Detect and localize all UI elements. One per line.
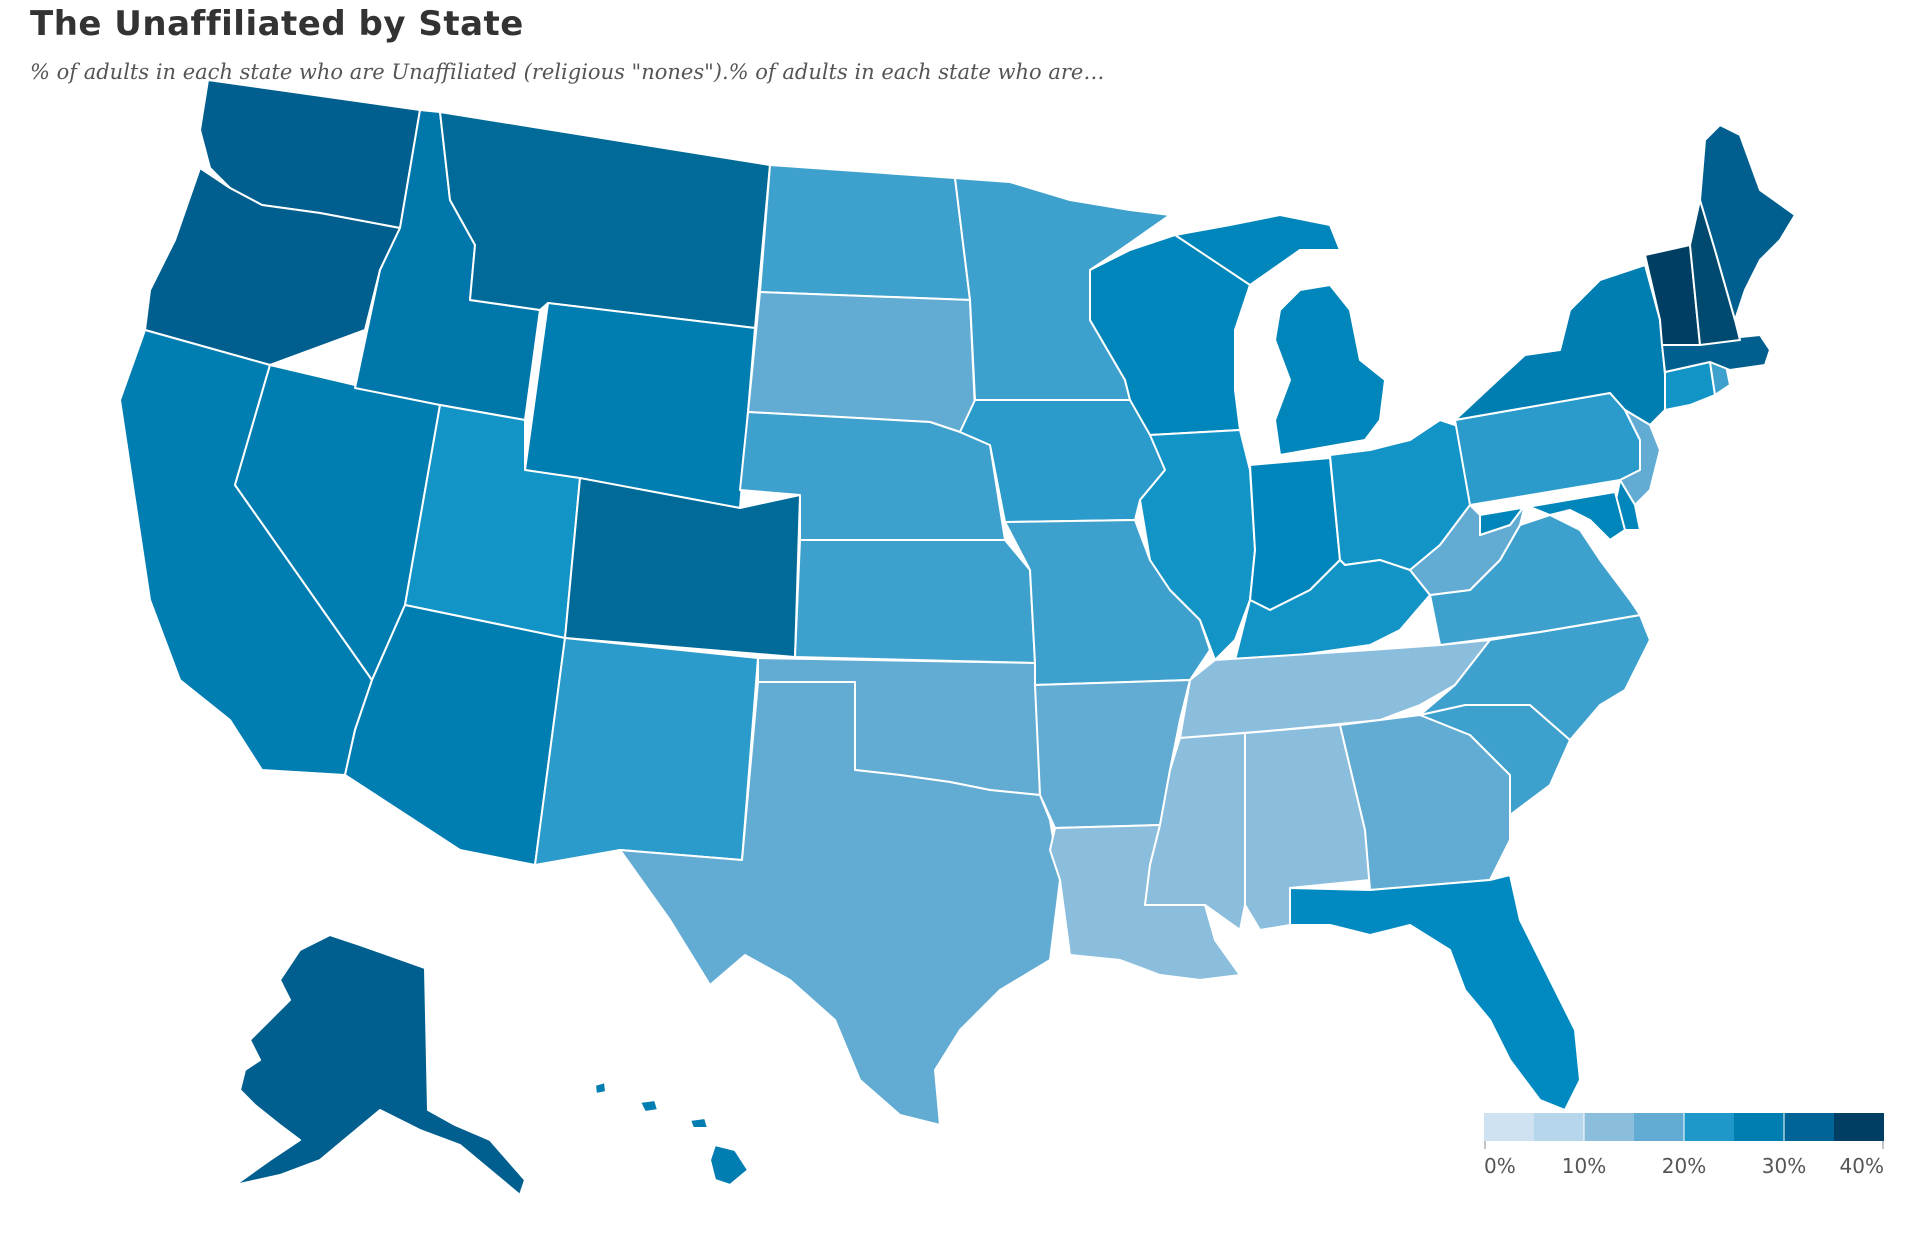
color-legend: 0% 10% 20% 30% 40%	[1484, 1113, 1884, 1178]
state-vermont[interactable]	[1644, 244, 1701, 346]
state-michigan[interactable]	[1174, 214, 1386, 456]
legend-bin-4	[1684, 1113, 1734, 1141]
legend-tick-label: 0%	[1484, 1154, 1516, 1178]
state-new-york[interactable]	[1454, 264, 1666, 426]
state-kansas[interactable]	[794, 539, 1036, 664]
state-montana[interactable]	[439, 111, 771, 329]
legend-tick-label: 20%	[1662, 1154, 1706, 1178]
legend-tick-label: 10%	[1562, 1154, 1606, 1178]
legend-bin-1	[1534, 1113, 1584, 1141]
state-north-dakota[interactable]	[759, 164, 971, 301]
state-maryland[interactable]	[1479, 491, 1626, 541]
legend-bin-6	[1784, 1113, 1834, 1141]
legend-bin-0	[1484, 1113, 1534, 1141]
legend-bin-7	[1834, 1113, 1884, 1141]
state-new-mexico[interactable]	[534, 637, 759, 866]
state-colorado[interactable]	[564, 477, 801, 658]
state-south-dakota[interactable]	[747, 291, 976, 433]
legend-bin-5	[1734, 1113, 1784, 1141]
state-texas[interactable]	[619, 681, 1061, 1126]
state-maine[interactable]	[1699, 124, 1796, 321]
legend-tick-label: 40%	[1840, 1154, 1884, 1178]
state-missouri[interactable]	[1004, 519, 1211, 686]
state-oregon[interactable]	[144, 167, 401, 366]
state-tennessee[interactable]	[1179, 639, 1491, 739]
legend-tick-label: 30%	[1762, 1154, 1806, 1178]
state-hawaii[interactable]	[594, 1081, 749, 1186]
map-title: The Unaffiliated by State	[30, 4, 524, 44]
state-florida[interactable]	[1289, 874, 1581, 1111]
legend-bin-3	[1634, 1113, 1684, 1141]
state-alaska[interactable]	[234, 934, 526, 1196]
legend-bin-2	[1584, 1113, 1634, 1141]
